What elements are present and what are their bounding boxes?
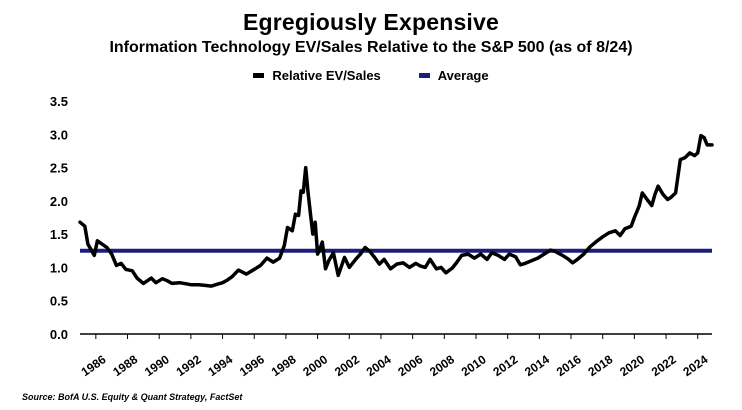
y-tick-label: 2.5 <box>50 161 68 176</box>
x-tick-label: 2024 <box>680 352 710 379</box>
x-tick-label: 1998 <box>269 352 299 379</box>
y-tick-label: 1.5 <box>50 227 68 242</box>
x-tick-label: 2008 <box>427 352 457 379</box>
x-tick-label: 2010 <box>459 352 489 379</box>
x-tick-label: 1990 <box>142 352 172 379</box>
chart-title: Egregiously Expensive <box>242 9 500 35</box>
legend-item-average: Average <box>418 68 489 83</box>
x-tick-label: 1996 <box>237 352 267 379</box>
x-tick-label: 1986 <box>79 352 109 379</box>
x-tick-label: 2016 <box>554 352 584 379</box>
legend-swatch-average <box>418 73 430 78</box>
chart-subtitle: Information Technology EV/Sales Relative… <box>109 39 633 56</box>
y-tick-label: 2.0 <box>50 194 68 209</box>
legend-item-relative-ev-sales: Relative EV/Sales <box>253 68 381 83</box>
x-tick-label: 1994 <box>205 352 235 379</box>
x-tick-label: 2000 <box>300 352 330 379</box>
x-tick-label: 2020 <box>617 352 647 379</box>
x-tick-label: 2012 <box>490 352 520 379</box>
chart-legend: Relative EV/Sales Average <box>0 68 742 83</box>
source-note: Source: BofA U.S. Equity & Quant Strateg… <box>22 392 243 402</box>
x-tick-label: 2022 <box>649 352 679 379</box>
x-tick-label: 1988 <box>110 352 140 379</box>
legend-label-relative-ev-sales: Relative EV/Sales <box>272 68 381 83</box>
x-tick-label: 2002 <box>332 352 362 379</box>
x-tick-label: 2014 <box>522 352 552 379</box>
x-tick-label: 1992 <box>174 352 204 379</box>
legend-swatch-relative-ev-sales <box>253 73 265 78</box>
x-tick-label: 2006 <box>395 352 425 379</box>
x-tick-label: 2018 <box>585 352 615 379</box>
legend-label-average: Average <box>437 68 489 83</box>
x-tick-label: 2004 <box>364 352 394 379</box>
y-tick-label: 0.5 <box>50 294 68 309</box>
series-line-relative-ev-sales <box>78 133 714 288</box>
y-tick-label: 1.0 <box>50 260 68 275</box>
y-tick-label: 0.0 <box>50 327 68 342</box>
y-tick-label: 3.5 <box>50 94 68 109</box>
y-tick-label: 3.0 <box>50 127 68 142</box>
